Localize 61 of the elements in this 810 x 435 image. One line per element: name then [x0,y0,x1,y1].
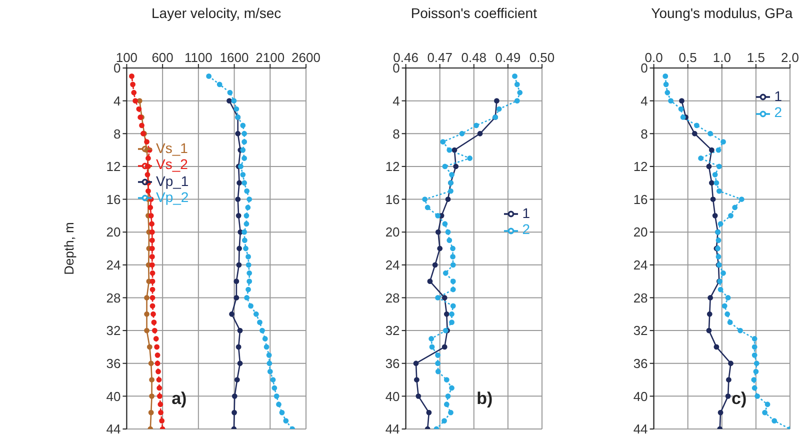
annotation: a) [172,389,187,409]
y-tick-label: 4 [392,93,400,108]
annotation: b) [476,389,493,409]
x-tick-label: 1600 [220,50,249,65]
y-tick-label: 12 [106,159,121,174]
y-tick-label: 40 [633,388,648,404]
x-tick-label: 0.47 [427,50,453,65]
x-axis-title: Layer velocity, m/sec [152,5,282,21]
x-tick-label: 0.48 [461,50,487,65]
y-tick-label: 44 [385,422,400,435]
y-tick-label: 32 [385,323,400,338]
legend-label: Vp_1 [156,172,189,189]
y-tick-label: 20 [633,224,648,240]
y-tick-label: 12 [633,159,648,174]
x-axis-title: Young's modulus, GPa [651,5,793,21]
y-tick-label: 36 [633,356,648,371]
y-tick-label: 44 [106,422,121,435]
legend-label: 2 [774,104,782,120]
y-tick-label: 24 [106,258,121,273]
y-tick-label: 40 [106,388,121,404]
legend-label: 2 [522,221,530,238]
y-tick-label: 32 [106,323,121,338]
y-tick-label: 28 [106,290,121,306]
x-tick-label: 0.49 [495,50,521,65]
y-tick-label: 8 [640,126,648,142]
y-tick-label: 40 [385,388,400,404]
x-tick-label: 1.0 [712,50,731,65]
y-tick-label: 20 [385,224,400,240]
x-tick-label: 2600 [292,50,320,65]
legend-label: 1 [522,205,530,222]
y-tick-label: 24 [633,258,648,273]
y-tick-label: 12 [385,159,400,174]
legend-label: 1 [774,88,782,104]
y-tick-label: 28 [385,290,400,306]
y-tick-label: 32 [633,323,648,338]
y-tick-label: 8 [113,126,121,142]
y-tick-label: 16 [106,192,121,207]
y-tick-label: 4 [113,93,121,108]
x-tick-label: 0.50 [529,50,555,65]
y-tick-label: 16 [385,192,400,207]
x-tick-label: 0.5 [678,50,697,65]
y-tick-label: 36 [385,356,400,371]
annotation: c) [732,389,747,409]
y-tick-label: 8 [392,126,400,142]
x-tick-label: 2100 [256,50,285,65]
x-tick-label: 1.5 [746,50,765,65]
legend-label: Vp_2 [156,189,189,206]
x-tick-label: 1100 [184,50,212,65]
y-tick-label: 4 [640,93,648,108]
y-tick-label: 20 [106,224,121,240]
y-tick-label: 24 [385,258,400,273]
legend-label: Vs_2 [156,156,188,172]
y-tick-label: 44 [633,422,648,435]
x-tick-label: 2.0 [780,50,800,65]
y-axis-title: Depth, m [61,222,76,275]
y-tick-label: 28 [633,290,648,306]
y-tick-label: 36 [106,356,121,371]
legend-label: Vs_1 [156,140,188,156]
x-tick-label: 600 [152,50,174,65]
y-tick-label: 16 [633,192,648,207]
x-axis-title: Poisson's coefficient [410,5,538,21]
